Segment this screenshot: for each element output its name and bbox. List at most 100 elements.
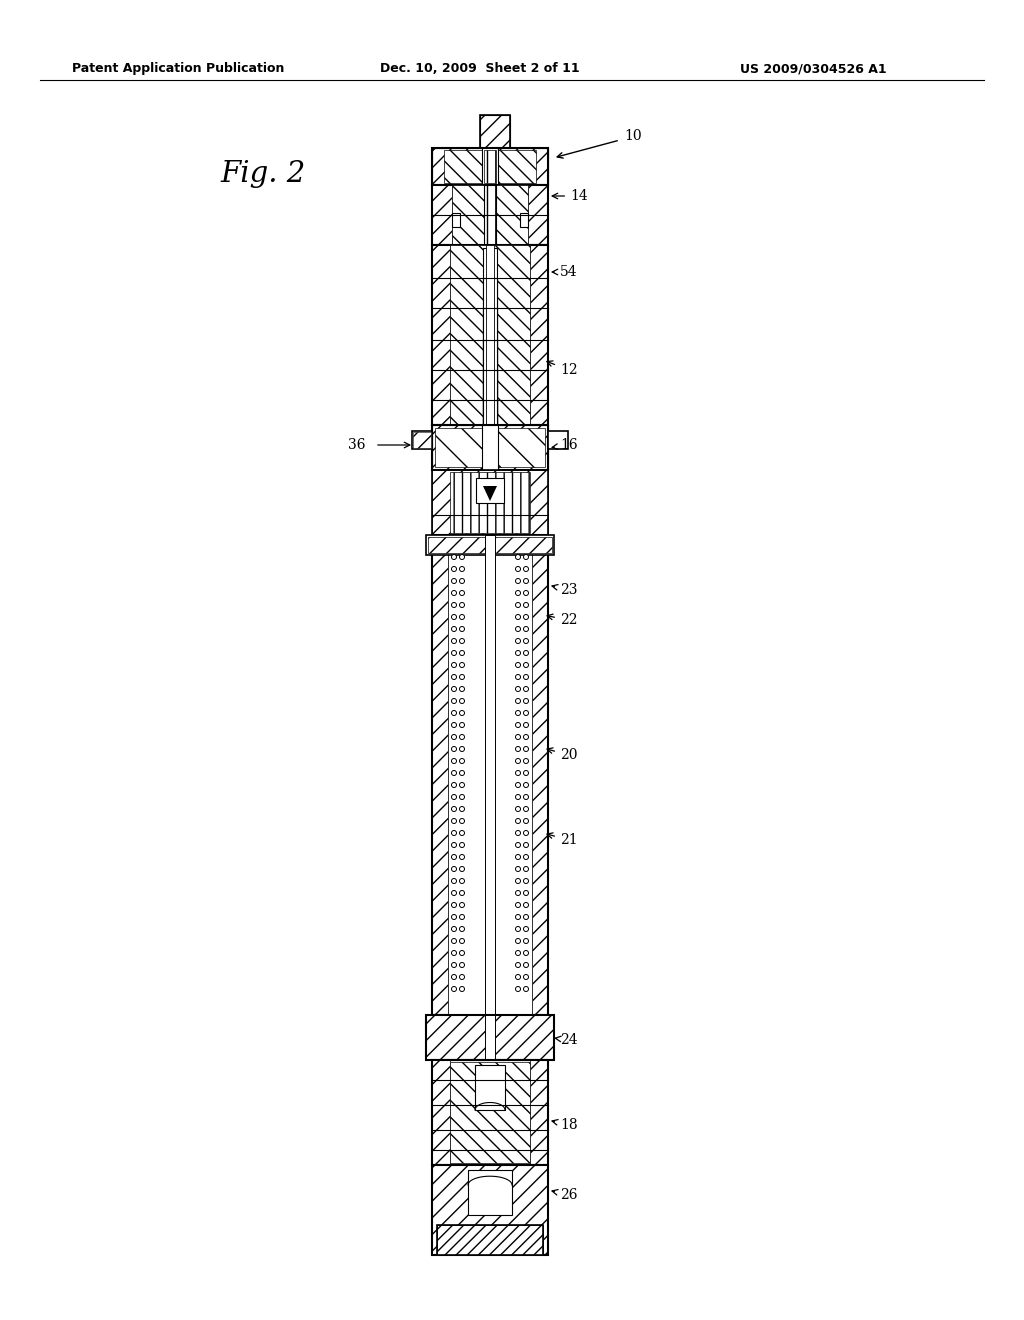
Circle shape (460, 686, 465, 692)
Bar (480, 115, 510, 148)
Bar (432, 470, 548, 535)
Circle shape (515, 939, 520, 944)
Circle shape (460, 962, 465, 968)
Text: 10: 10 (624, 129, 642, 143)
Circle shape (460, 734, 465, 739)
Circle shape (460, 783, 465, 788)
Bar (432, 246, 450, 425)
Bar (444, 150, 536, 183)
Circle shape (452, 974, 457, 979)
Bar (530, 1060, 548, 1166)
Circle shape (452, 915, 457, 920)
Circle shape (460, 903, 465, 908)
Circle shape (460, 939, 465, 944)
Circle shape (523, 734, 528, 739)
Circle shape (523, 663, 528, 668)
Circle shape (452, 759, 457, 763)
Circle shape (523, 615, 528, 619)
Bar (486, 246, 494, 425)
Bar (480, 115, 510, 148)
Circle shape (460, 663, 465, 668)
Bar (482, 425, 498, 470)
Circle shape (452, 627, 457, 631)
Text: 24: 24 (554, 1034, 578, 1047)
Circle shape (452, 590, 457, 595)
Text: 16: 16 (552, 438, 578, 451)
Circle shape (515, 566, 520, 572)
Circle shape (452, 651, 457, 656)
Text: Dec. 10, 2009  Sheet 2 of 11: Dec. 10, 2009 Sheet 2 of 11 (380, 62, 580, 75)
Circle shape (523, 651, 528, 656)
Circle shape (460, 854, 465, 859)
Circle shape (515, 578, 520, 583)
Circle shape (515, 627, 520, 631)
Bar (435, 428, 545, 467)
Circle shape (452, 771, 457, 776)
Circle shape (452, 615, 457, 619)
Bar (432, 246, 548, 425)
Bar (432, 185, 548, 246)
Bar (437, 1225, 543, 1255)
Bar (452, 213, 460, 227)
Circle shape (515, 950, 520, 956)
Polygon shape (483, 486, 497, 502)
Circle shape (452, 602, 457, 607)
Bar (476, 478, 504, 503)
Circle shape (460, 771, 465, 776)
Circle shape (460, 842, 465, 847)
Circle shape (515, 927, 520, 932)
Circle shape (452, 747, 457, 751)
Circle shape (523, 747, 528, 751)
Circle shape (523, 698, 528, 704)
Circle shape (523, 554, 528, 560)
Text: 22: 22 (547, 612, 578, 627)
Circle shape (452, 866, 457, 871)
Circle shape (452, 986, 457, 991)
Circle shape (515, 686, 520, 692)
Circle shape (523, 842, 528, 847)
Circle shape (515, 974, 520, 979)
Circle shape (523, 566, 528, 572)
Circle shape (515, 891, 520, 895)
Circle shape (460, 627, 465, 631)
Circle shape (515, 842, 520, 847)
Circle shape (452, 686, 457, 692)
Circle shape (523, 974, 528, 979)
Bar (413, 432, 431, 447)
Circle shape (523, 879, 528, 883)
Circle shape (515, 771, 520, 776)
Bar (483, 400, 497, 425)
Circle shape (452, 734, 457, 739)
Circle shape (523, 818, 528, 824)
Bar (483, 248, 497, 525)
Circle shape (460, 795, 465, 800)
Circle shape (460, 830, 465, 836)
Circle shape (523, 722, 528, 727)
Circle shape (523, 962, 528, 968)
Circle shape (452, 962, 457, 968)
Text: 14: 14 (552, 189, 588, 203)
Circle shape (452, 830, 457, 836)
Circle shape (452, 807, 457, 812)
Circle shape (460, 950, 465, 956)
Circle shape (460, 927, 465, 932)
Circle shape (452, 783, 457, 788)
Circle shape (452, 554, 457, 560)
Text: Fig. 2: Fig. 2 (220, 160, 305, 187)
Circle shape (452, 698, 457, 704)
Circle shape (515, 554, 520, 560)
Bar (475, 1065, 505, 1110)
Circle shape (460, 578, 465, 583)
Circle shape (523, 807, 528, 812)
Circle shape (515, 783, 520, 788)
Circle shape (523, 602, 528, 607)
Circle shape (523, 771, 528, 776)
Bar (428, 537, 552, 553)
Text: US 2009/0304526 A1: US 2009/0304526 A1 (740, 62, 887, 75)
Bar (452, 185, 528, 246)
Circle shape (515, 710, 520, 715)
Circle shape (523, 939, 528, 944)
Circle shape (523, 759, 528, 763)
Bar (432, 185, 452, 246)
Circle shape (460, 986, 465, 991)
